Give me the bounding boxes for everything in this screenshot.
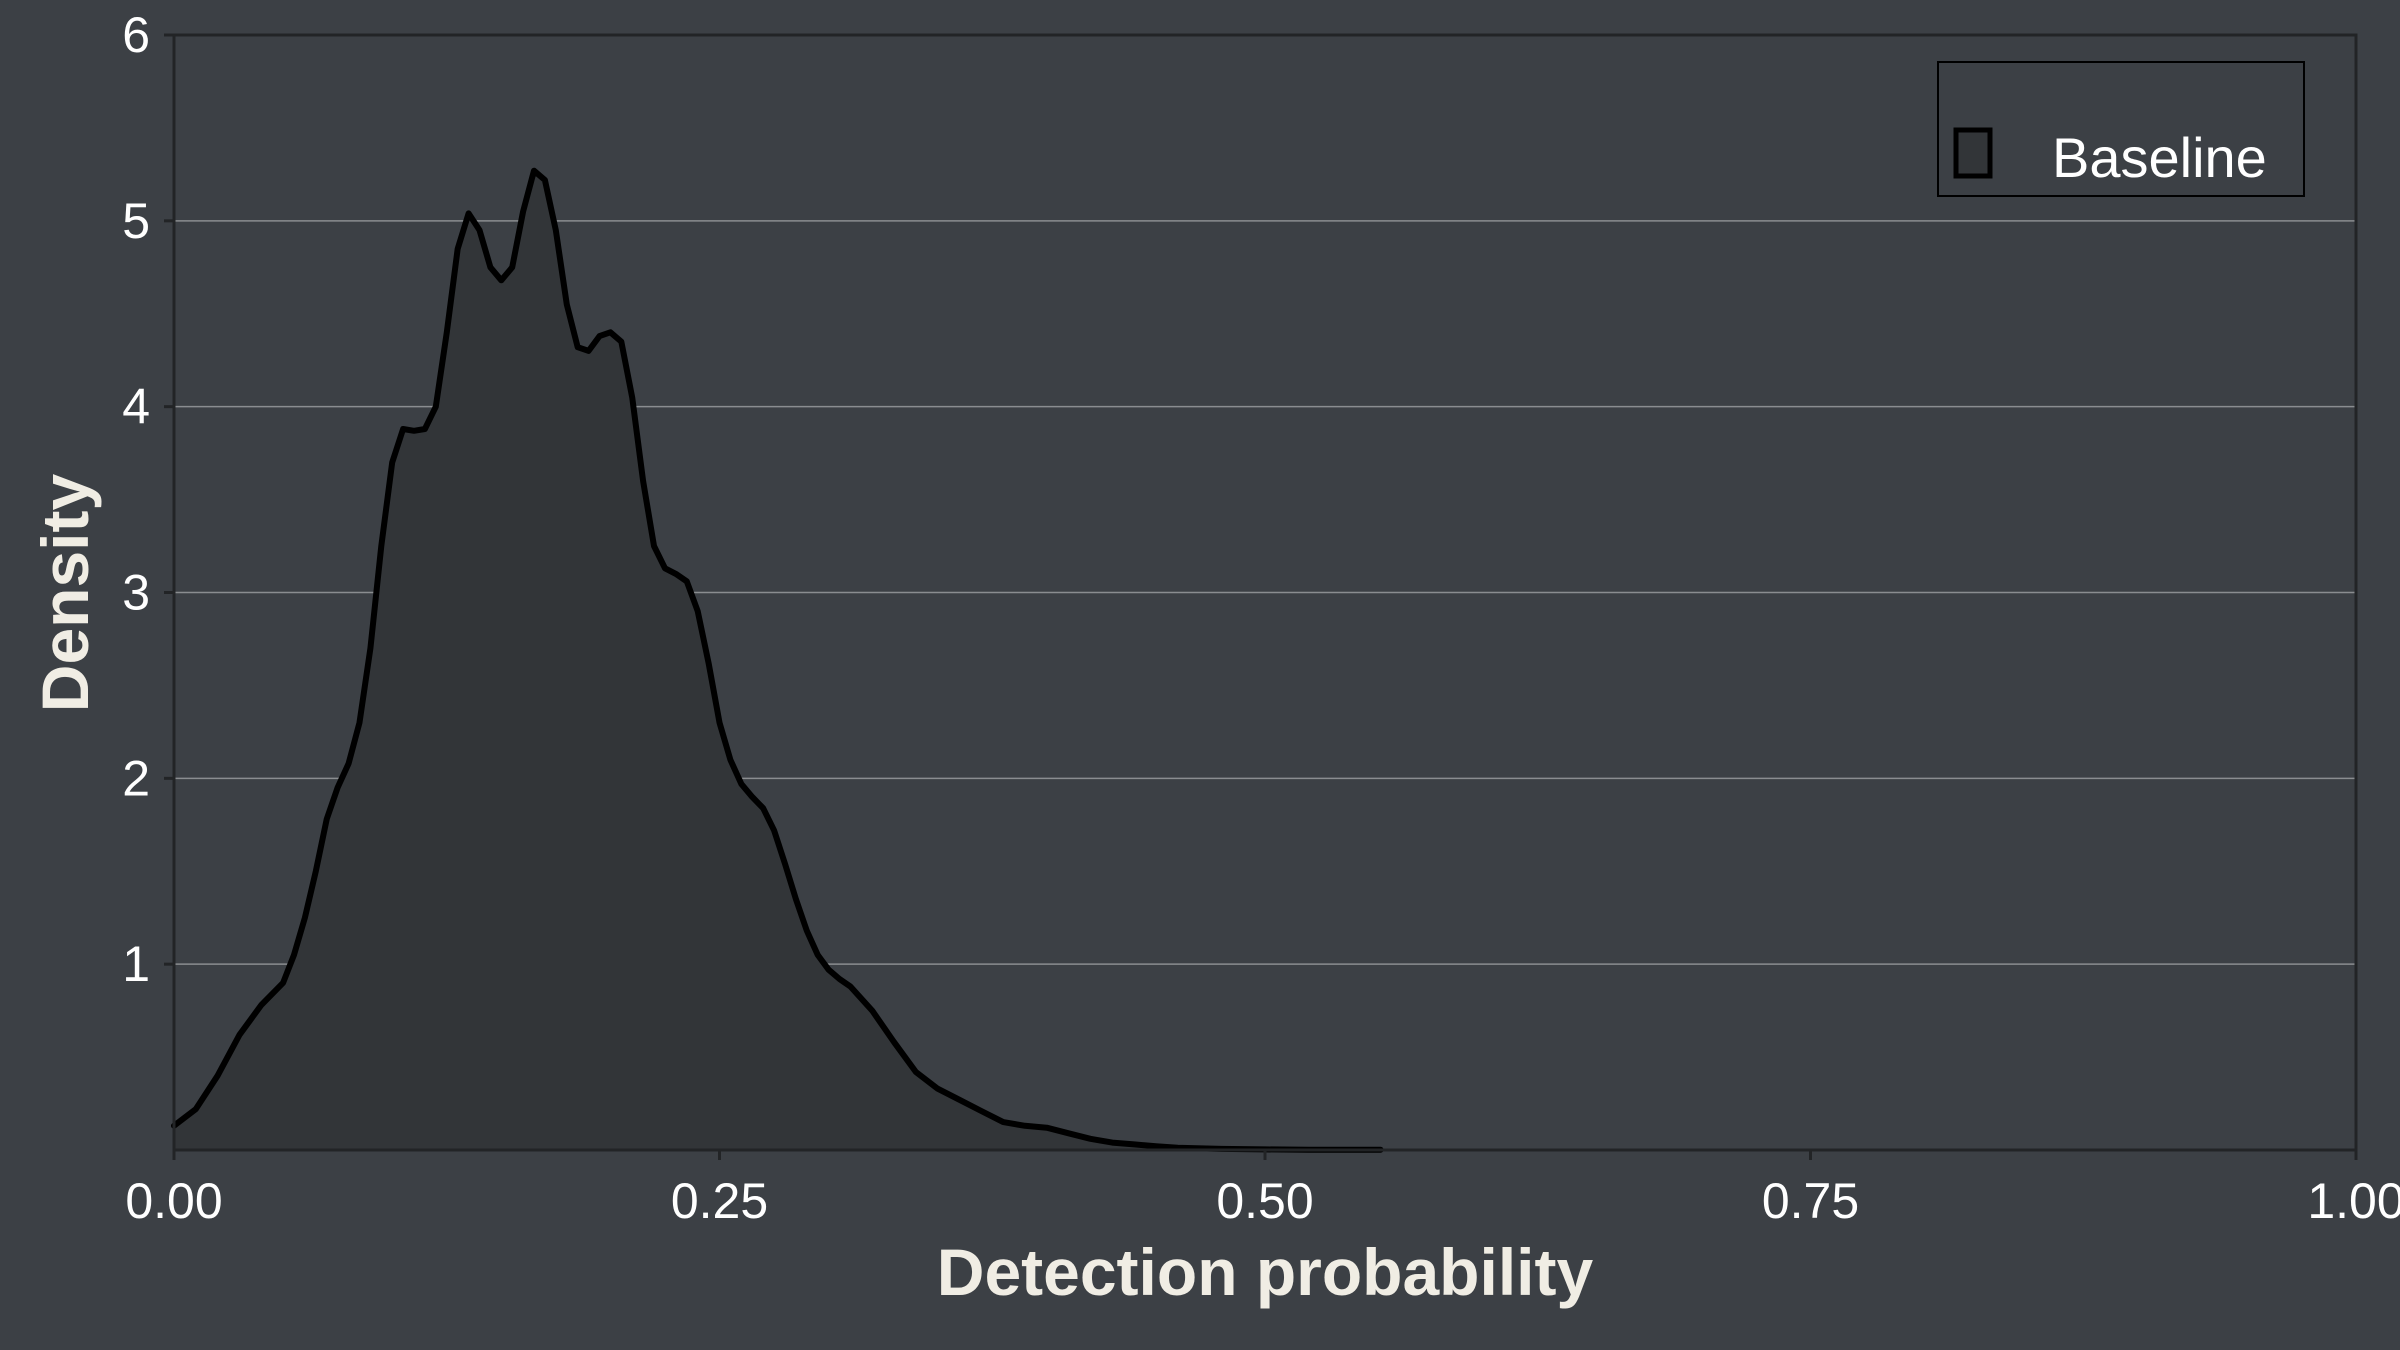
x-axis-title: Detection probability xyxy=(937,1235,1594,1309)
y-axis-ticks: 1 2 3 4 5 6 xyxy=(122,7,174,992)
legend-key-swatch xyxy=(1953,127,1993,179)
y-axis-title: Density xyxy=(28,474,102,713)
x-tick-label-0.25: 0.25 xyxy=(671,1173,768,1229)
y-tick-label-5: 5 xyxy=(122,193,150,249)
x-tick-label-0.75: 0.75 xyxy=(1762,1173,1859,1229)
x-axis-ticks: 0.00 0.25 0.50 0.75 1.00 xyxy=(125,1150,2400,1229)
y-tick-label-6: 6 xyxy=(122,7,150,63)
legend: Baseline xyxy=(1937,61,2305,197)
x-tick-label-0.50: 0.50 xyxy=(1216,1173,1313,1229)
density-area-baseline xyxy=(174,170,1381,1150)
plot-area xyxy=(171,167,1384,1153)
legend-box xyxy=(1937,61,2305,197)
legend-label-baseline: Baseline xyxy=(2052,126,2267,189)
x-tick-label-1.00: 1.00 xyxy=(2307,1173,2400,1229)
y-tick-label-4: 4 xyxy=(122,379,150,435)
y-tick-label-3: 3 xyxy=(122,565,150,621)
x-tick-label-0.00: 0.00 xyxy=(125,1173,222,1229)
y-tick-label-1: 1 xyxy=(122,936,150,992)
y-tick-label-2: 2 xyxy=(122,750,150,806)
density-line-baseline xyxy=(171,167,1384,1153)
